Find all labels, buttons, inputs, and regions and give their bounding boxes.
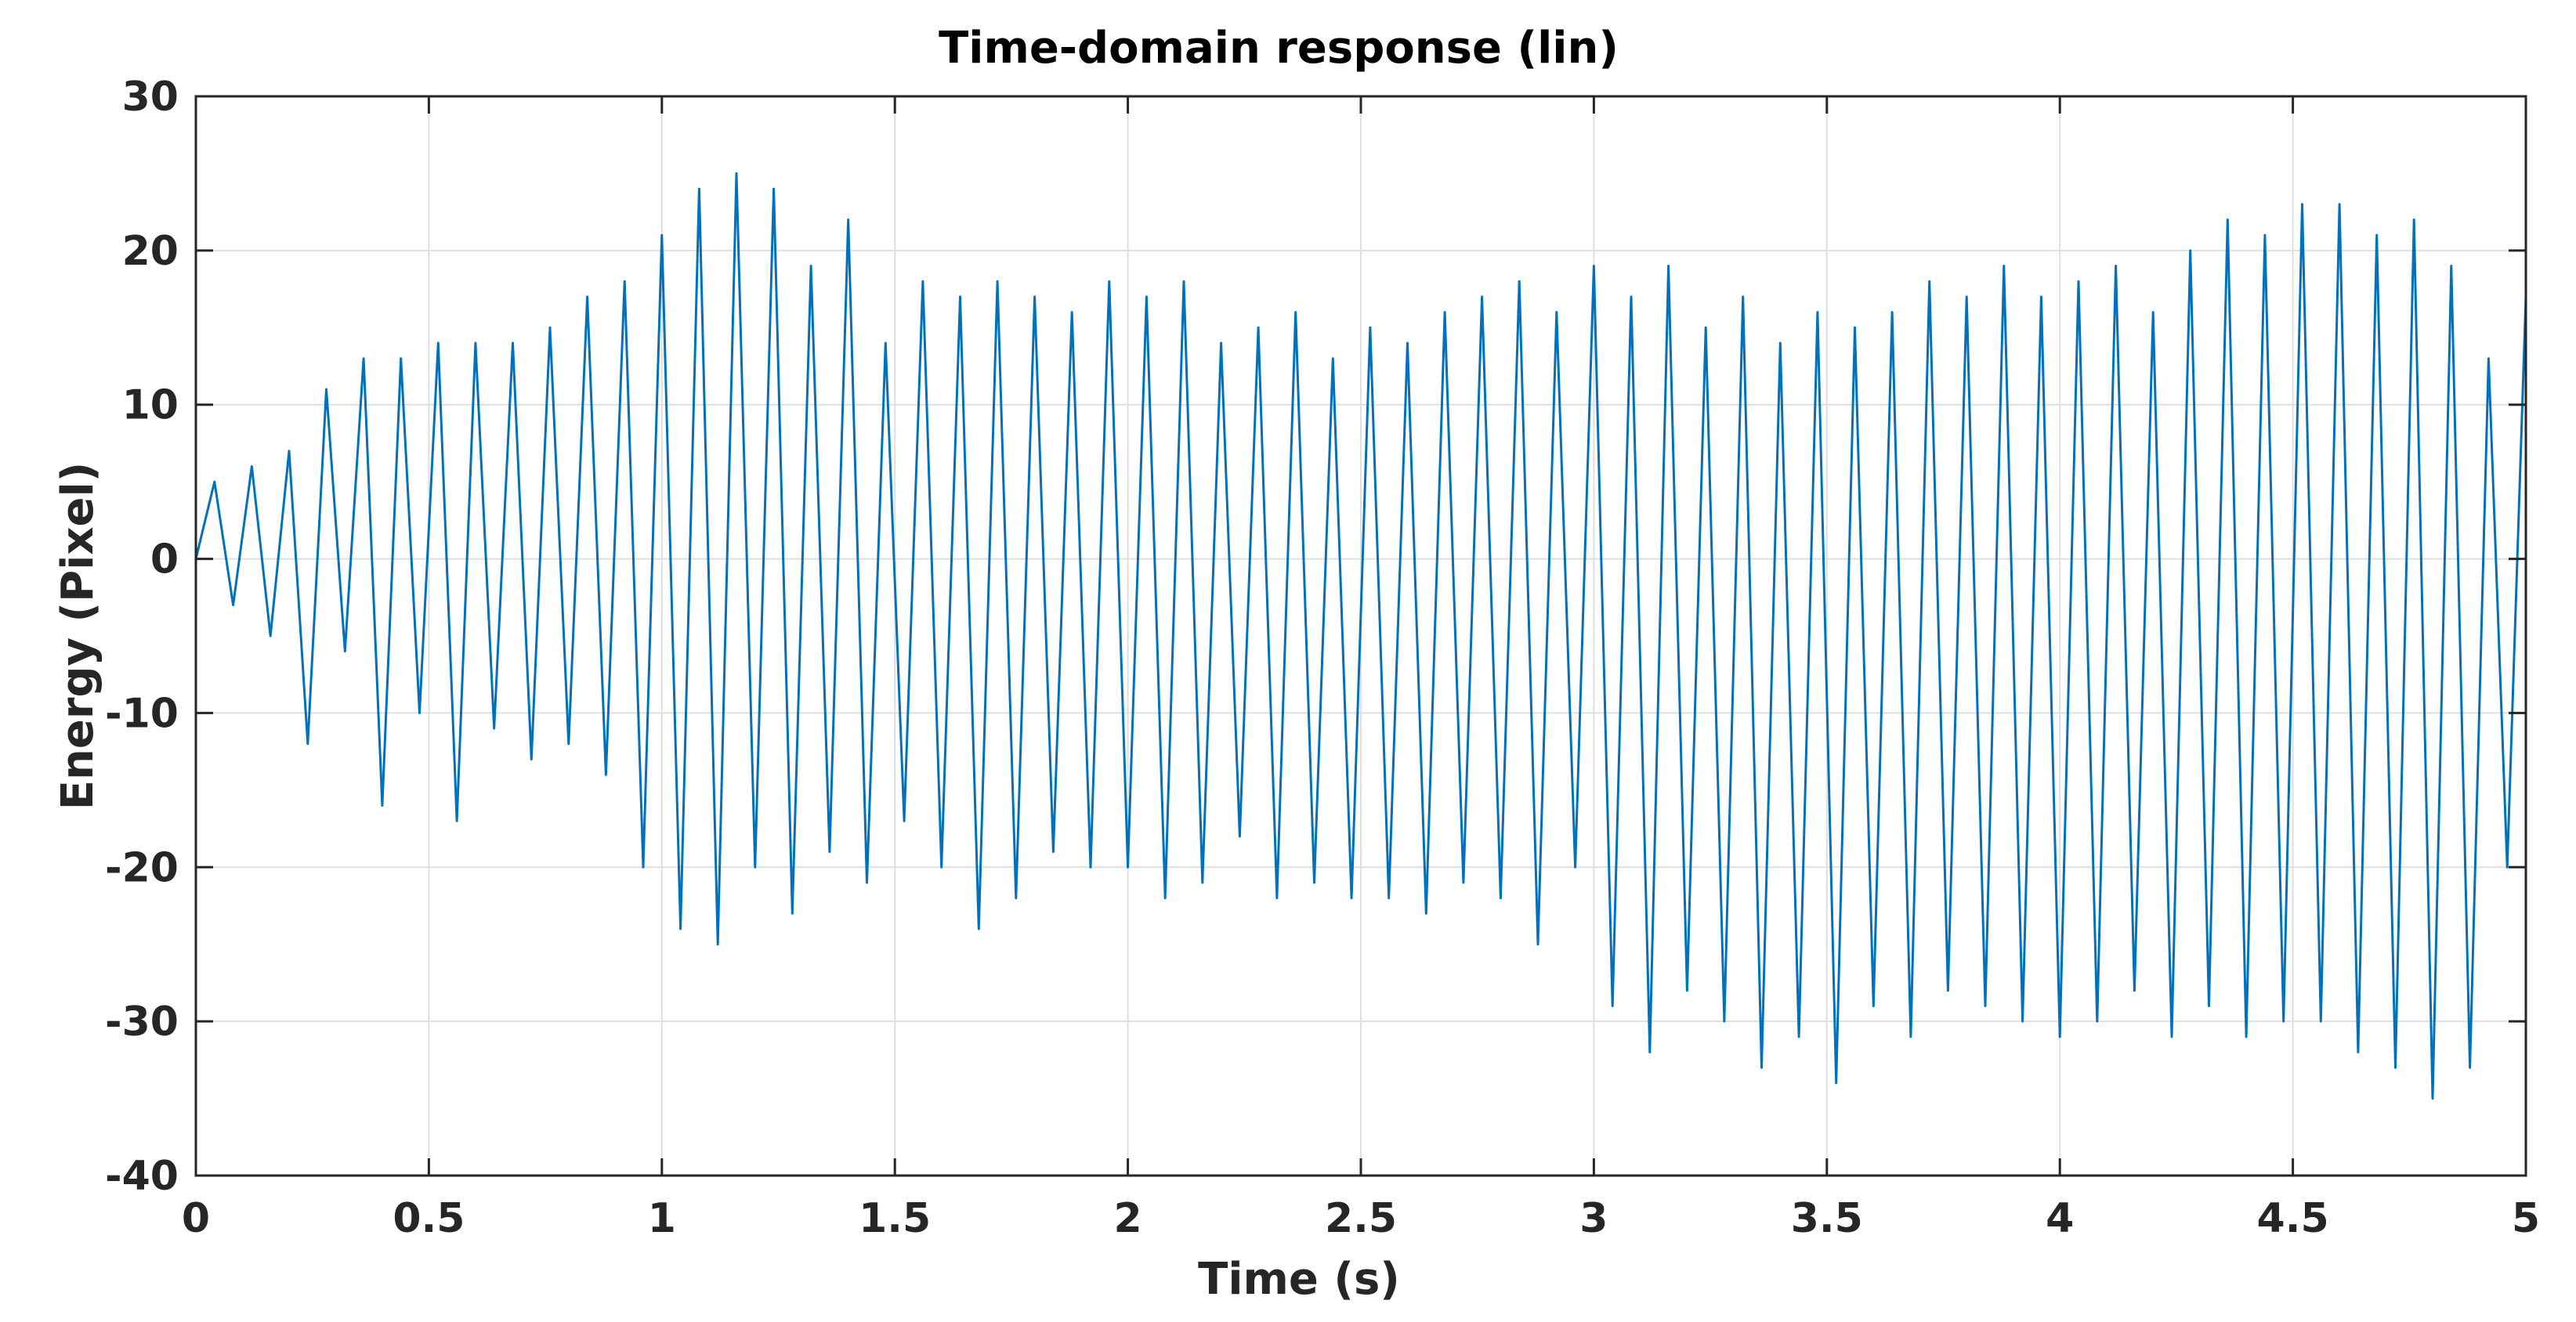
x-tick-label: 1 [648,1195,676,1242]
x-tick-label: 5 [2512,1195,2540,1242]
ticks [194,95,2527,1177]
x-tick-label: 4.5 [2257,1195,2329,1242]
x-tick-label: 4 [2046,1195,2074,1242]
y-axis-title: Energy (Pixel) [52,462,103,811]
y-tick-label: -10 [105,690,179,737]
chart-title: Time-domain response (lin) [939,23,1619,74]
tick-labels: 0 0.5 1 1.5 2 2.5 3 3.5 4 4.5 5 -40 -30 -20 -10 0 10 20 30 [105,74,2540,1242]
x-tick-label: 3.5 [1791,1195,1863,1242]
series-layer [194,172,2527,1100]
y-tick-label: 30 [122,74,179,121]
y-tick-label: -20 [105,844,179,891]
series-line [194,172,2527,1100]
x-tick-label: 0.5 [393,1195,465,1242]
x-tick-label: 2.5 [1325,1195,1397,1242]
y-tick-label: 10 [122,382,179,429]
x-tick-label: 1.5 [859,1195,931,1242]
x-tick-label: 3 [1579,1195,1608,1242]
y-tick-label: -40 [105,1153,179,1200]
x-axis-title: Time (s) [1198,1254,1400,1305]
x-tick-label: 0 [182,1195,210,1242]
y-tick-label: 0 [150,536,179,583]
y-tick-label: -30 [105,999,179,1046]
y-tick-label: 20 [122,228,179,275]
x-tick-label: 2 [1114,1195,1142,1242]
